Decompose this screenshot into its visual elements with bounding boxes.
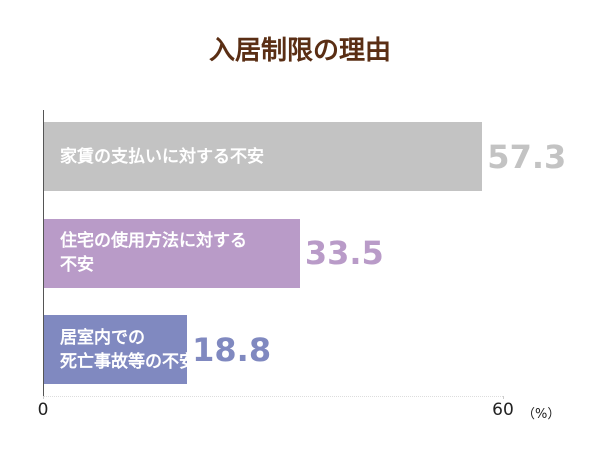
category-label: 居室内での 死亡事故等の不安 bbox=[60, 327, 196, 372]
bar bbox=[44, 315, 188, 384]
bar bbox=[44, 218, 300, 288]
x-tick-label: 60 bbox=[492, 400, 514, 420]
value-label: 18.8 bbox=[192, 330, 272, 369]
value-label: 57.3 bbox=[487, 137, 567, 176]
x-axis-unit: （%） bbox=[522, 407, 561, 422]
tick-mark bbox=[503, 396, 504, 399]
x-axis-line bbox=[43, 396, 503, 397]
y-axis-line bbox=[43, 110, 44, 396]
chart-title: 入居制限の理由 bbox=[208, 36, 391, 66]
x-tick-label: 0 bbox=[37, 400, 49, 420]
value-label: 33.5 bbox=[304, 234, 384, 272]
category-label: 住宅の使用方法に対する 不安 bbox=[60, 231, 247, 275]
category-label: 家賃の支払いに対する不安 bbox=[60, 146, 264, 167]
bar bbox=[44, 122, 483, 191]
tick-mark bbox=[43, 396, 44, 399]
